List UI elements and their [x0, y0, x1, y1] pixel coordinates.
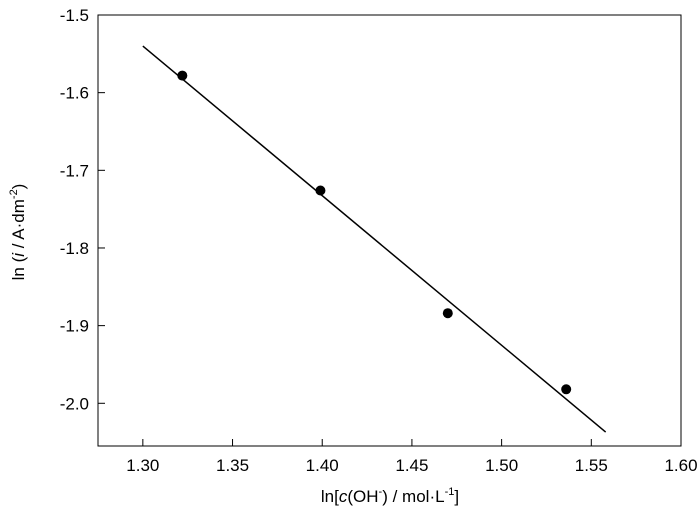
y-tick-label: -1.9 [60, 317, 89, 336]
x-tick-label: 1.55 [575, 456, 608, 475]
x-tick-label: 1.50 [485, 456, 518, 475]
fit-line-group [142, 45, 607, 433]
data-points [177, 70, 572, 395]
y-tick-label: -1.6 [60, 84, 89, 103]
data-point [442, 308, 453, 319]
data-point [315, 185, 326, 196]
x-tick-label: 1.45 [395, 456, 428, 475]
y-axis-ticks: -1.5 -1.6 -1.7 -1.8 -1.9 -2.0 [60, 6, 105, 413]
data-point [177, 70, 188, 81]
y-tick-label: -1.7 [60, 161, 89, 180]
x-tick-label: 1.40 [306, 456, 339, 475]
fit-line [142, 45, 607, 433]
data-point [561, 384, 572, 395]
x-tick-label: 1.60 [664, 456, 697, 475]
x-axis-ticks: 1.30 1.35 1.40 1.45 1.50 1.55 1.60 [126, 439, 698, 475]
x-tick-label: 1.35 [216, 456, 249, 475]
plot-frame [97, 14, 682, 447]
y-tick-label: -1.8 [60, 239, 89, 258]
y-axis-label: ln (i / A·dm-2) [8, 184, 28, 281]
y-tick-label: -2.0 [60, 394, 89, 413]
x-tick-label: 1.30 [126, 456, 159, 475]
y-tick-label: -1.5 [60, 6, 89, 25]
x-axis-label: ln[c(OH-) / mol·L-1] [321, 486, 459, 506]
